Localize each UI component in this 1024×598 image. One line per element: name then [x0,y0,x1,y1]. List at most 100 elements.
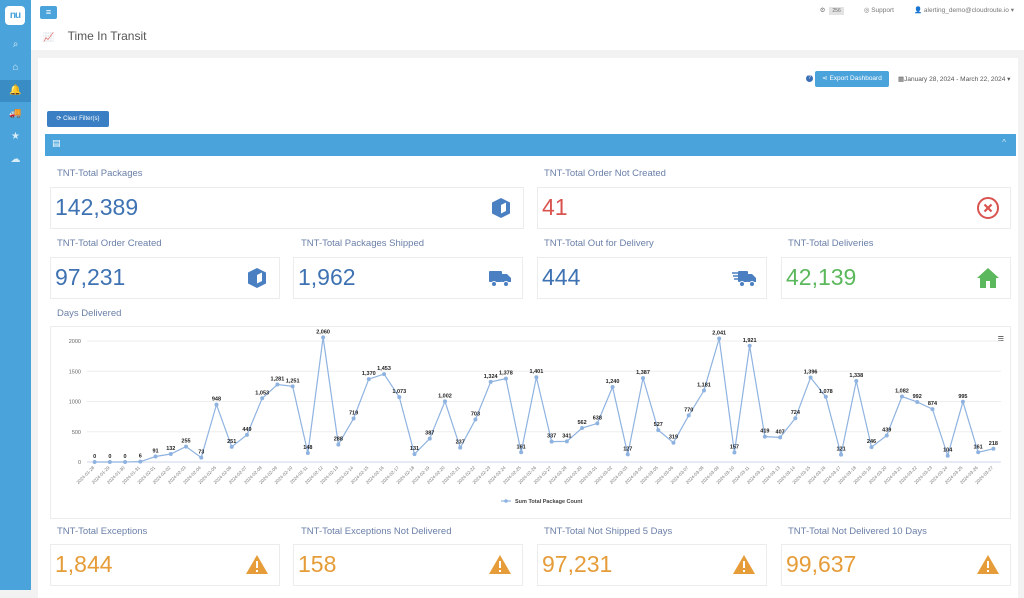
card-label-order-created: TNT-Total Order Created [57,238,162,249]
bell-icon[interactable]: 🔔 [0,80,31,102]
data-point [945,453,950,458]
data-label: 527 [654,422,663,428]
y-tick-label: 2000 [69,339,81,345]
card-exceptions-not-delivered: 158 [293,544,523,586]
data-label: 638 [593,415,602,421]
card-value: 1,844 [55,551,113,577]
support-link[interactable]: ◎ Support [864,6,894,14]
share-icon: ⋖ [822,75,830,82]
card-out-for-delivery: 444 [537,257,767,299]
top-bar: ≡ 📈 Time In Transit ⚙ 256 ◎ Support 👤 ale… [31,0,1024,50]
data-point [854,379,859,384]
data-label: 1,240 [606,379,620,385]
data-label: 1,324 [484,374,499,380]
data-label: 387 [425,431,434,437]
chart-section-label: Days Delivered [57,308,122,319]
data-point [839,452,844,457]
data-point [260,396,265,401]
card-label-order-not-created: TNT-Total Order Not Created [544,168,666,179]
clear-filters-label: Clear Filter(s) [63,116,100,122]
search-icon[interactable]: ⌕ [12,39,19,50]
data-label: 719 [349,411,358,417]
home-icon[interactable]: ⌂ [12,62,19,73]
card-order-created: 97,231 [50,257,280,299]
data-point [382,372,387,377]
warning-icon [489,555,511,574]
chart-menu-icon[interactable]: ≡ [997,333,1004,345]
times-circle-icon [977,197,999,219]
data-label: 1,387 [636,370,650,376]
card-label-deliveries: TNT-Total Deliveries [788,238,874,249]
data-label: 1,396 [804,370,818,376]
data-point [549,439,554,444]
data-point [915,399,920,404]
data-label: 0 [93,454,96,460]
data-point [427,436,432,441]
data-point [580,425,585,430]
truck-icon[interactable]: 🚚 [9,108,22,119]
date-range-picker[interactable]: ▦January 28, 2024 - March 22, 2024 ▾ [898,76,1011,83]
data-label: 161 [974,444,983,450]
card-label-not-delivered-10: TNT-Total Not Delivered 10 Days [788,526,927,537]
page-title: 📈 Time In Transit [43,29,146,43]
data-label: 246 [867,439,876,445]
data-point [564,439,569,444]
collapse-panel-button[interactable]: ^ [1002,138,1006,147]
help-icon[interactable]: ? [806,75,813,82]
data-label: 1,251 [286,378,300,384]
data-point [199,455,204,460]
data-point [960,399,965,404]
warning-icon [733,555,755,574]
support-label: Support [871,7,894,14]
user-menu[interactable]: 👤 alerting_demo@cloudroute.io ▾ [914,7,1014,14]
card-not-delivered-10: 99,637 [781,544,1011,586]
app-logo[interactable]: nu [5,6,25,25]
date-range-text: January 28, 2024 - March 22, 2024 [904,76,1006,83]
sidebar: nu ⌕ ⌂ 🔔 🚚 ★ ☁ [0,0,31,590]
data-point [656,428,661,433]
card-not-shipped-5: 97,231 [537,544,767,586]
data-point [595,421,600,426]
data-point [168,452,173,457]
clear-filters-button[interactable]: ⟳ Clear Filter(s) [47,111,109,127]
cloud-icon[interactable]: ☁ [10,154,21,165]
data-point [473,417,478,422]
export-label: Export Dashboard [829,75,882,82]
data-label: 132 [166,446,175,452]
user-email: alerting_demo@cloudroute.io [923,7,1009,14]
y-tick-label: 500 [72,430,81,436]
data-label: 874 [928,401,938,407]
data-point [717,336,722,341]
user-icon: 👤 [914,7,924,14]
data-label: 104 [943,448,953,454]
card-value: 444 [542,264,581,290]
series-line [94,337,994,463]
data-point [107,460,112,464]
data-label: 218 [989,441,998,447]
data-point [412,452,417,457]
data-point [244,432,249,437]
card-value: 99,637 [786,551,857,577]
data-label: 341 [562,433,571,439]
gear-icon: ⚙ [819,7,826,14]
export-dashboard-button[interactable]: ⋖ Export Dashboard [815,71,889,87]
card-label-not-shipped-5: TNT-Total Not Shipped 5 Days [544,526,673,537]
data-point [351,416,356,421]
star-icon[interactable]: ★ [11,131,20,142]
settings-button[interactable]: ⚙ 256 [819,6,844,15]
line-chart-svg: 0 500 1000 1500 2000 0 0 0 6 91 132 255 73 948 251 449 1… [69,329,1001,505]
card-label-exceptions: TNT-Total Exceptions [57,526,148,537]
settings-badge: 256 [829,7,844,15]
data-label: 407 [776,429,785,435]
data-label: 1,082 [895,389,909,395]
data-label: 562 [577,420,586,426]
menu-toggle-button[interactable]: ≡ [40,6,57,19]
data-label: 319 [669,435,678,441]
data-label: 255 [181,439,190,445]
data-label: 161 [517,444,526,450]
data-label: 992 [913,394,922,400]
data-point [732,450,737,455]
lifebuoy-icon: ◎ [863,7,872,14]
data-point [625,452,630,457]
y-tick-label: 0 [78,460,81,466]
